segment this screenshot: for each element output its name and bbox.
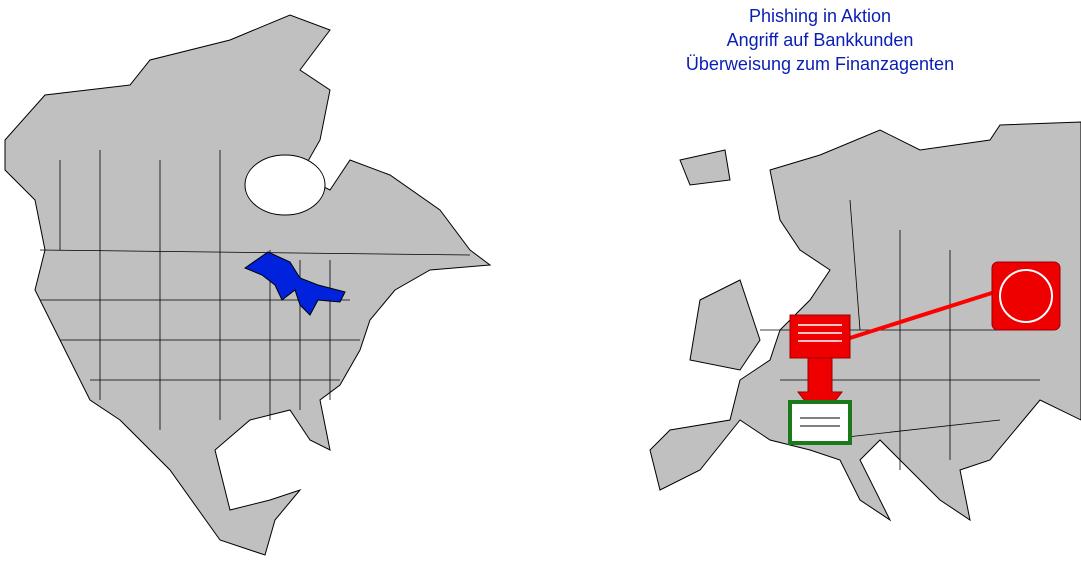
- title-line: Überweisung zum Finanzagenten: [686, 54, 954, 74]
- connection-line: [849, 290, 996, 340]
- attacker-icon: [991, 261, 1061, 331]
- title-line: Angriff auf Bankkunden: [727, 30, 914, 50]
- europe-map: [649, 121, 1081, 522]
- title-line: Phishing in Aktion: [749, 6, 891, 26]
- agent-document: [788, 400, 852, 445]
- phishing-diagram: [788, 261, 1061, 445]
- bank-document: [789, 314, 851, 359]
- north-america-map: [4, 14, 492, 556]
